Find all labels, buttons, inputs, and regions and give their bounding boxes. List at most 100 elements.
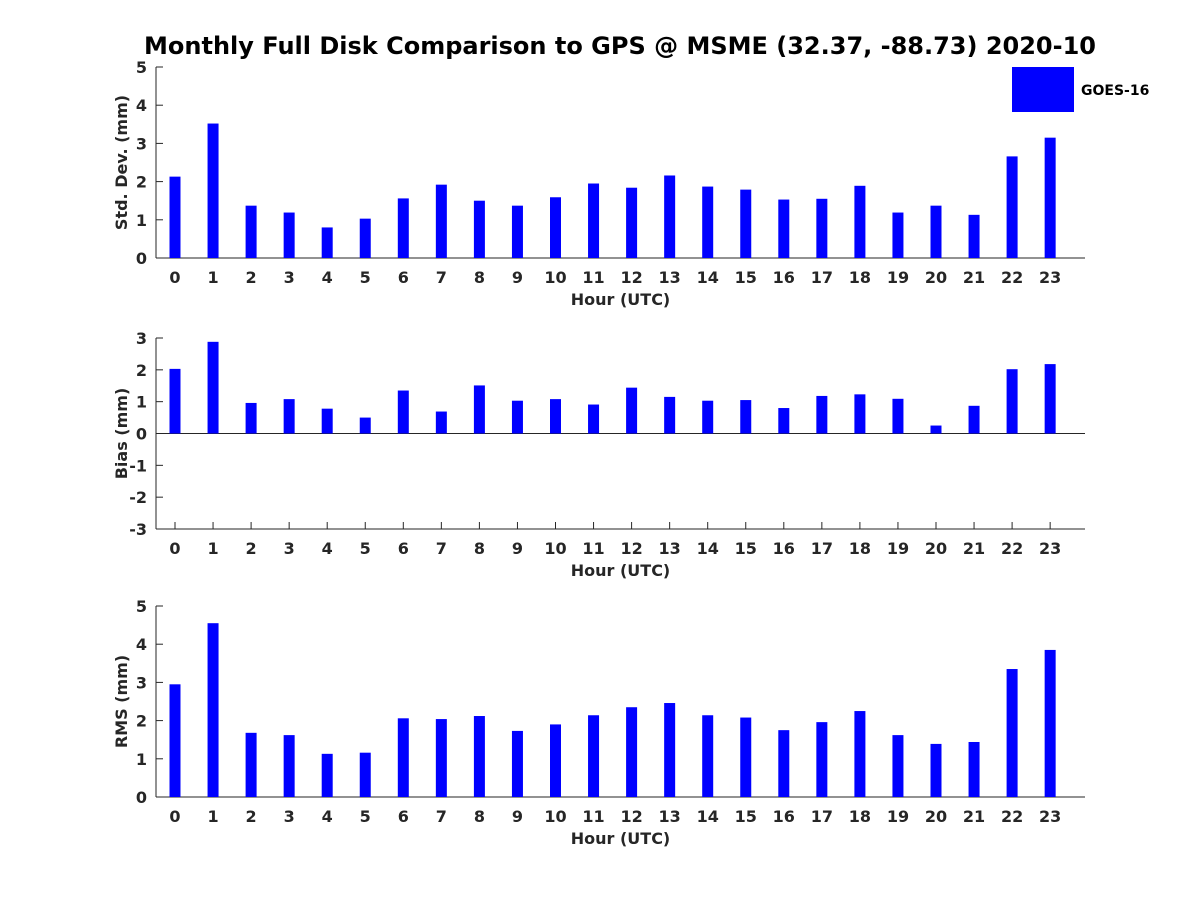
bar-rms-hour-20 — [930, 743, 942, 797]
bar-bias-hour-17 — [816, 395, 828, 434]
y-tick-label: 4 — [136, 635, 147, 654]
x-tick-label: 10 — [544, 268, 566, 287]
x-tick-label: 0 — [169, 807, 180, 826]
x-tick-label: 18 — [849, 807, 871, 826]
bar-bias-hour-2 — [245, 402, 257, 434]
bar-bias-hour-12 — [626, 387, 638, 434]
bar-std-dev-hour-2 — [245, 205, 257, 258]
x-tick-label: 18 — [849, 539, 871, 558]
bar-std-dev-hour-18 — [854, 185, 866, 258]
x-tick-label: 18 — [849, 268, 871, 287]
y-tick-label: 4 — [136, 96, 147, 115]
x-tick-label: 23 — [1039, 807, 1061, 826]
bar-rms-hour-13 — [664, 703, 676, 797]
bar-std-dev-hour-22 — [1006, 156, 1018, 258]
bar-std-dev-hour-21 — [968, 214, 980, 258]
bar-rms-hour-10 — [550, 724, 561, 797]
bar-std-dev-hour-7 — [435, 184, 447, 258]
legend: GOES-16 — [1012, 67, 1149, 112]
x-tick-label: 22 — [1001, 807, 1023, 826]
x-tick-label: 15 — [735, 268, 757, 287]
x-tick-label: 12 — [620, 268, 642, 287]
bar-rms-hour-2 — [245, 732, 257, 797]
x-tick-label: 19 — [887, 807, 909, 826]
x-axis-label: Hour (UTC) — [571, 561, 671, 580]
bar-rms-hour-3 — [283, 735, 295, 797]
x-tick-label: 8 — [474, 268, 485, 287]
bar-std-dev-hour-11 — [588, 183, 600, 258]
bar-rms-hour-8 — [473, 716, 485, 797]
bar-bias-hour-5 — [359, 417, 371, 434]
x-tick-label: 15 — [735, 807, 757, 826]
x-tick-label: 3 — [284, 268, 295, 287]
x-tick-label: 4 — [322, 807, 333, 826]
x-axis-label: Hour (UTC) — [571, 829, 671, 848]
x-tick-label: 1 — [207, 539, 218, 558]
bar-std-dev-hour-17 — [816, 198, 828, 258]
bar-std-dev-hour-10 — [550, 197, 561, 258]
x-tick-label: 7 — [436, 268, 447, 287]
x-tick-label: 2 — [246, 268, 257, 287]
bar-bias-hour-4 — [321, 408, 333, 434]
bar-bias-hour-22 — [1006, 369, 1018, 434]
x-tick-label: 9 — [512, 539, 523, 558]
y-axis-label: Std. Dev. (mm) — [112, 95, 131, 230]
y-tick-label: 0 — [136, 425, 147, 444]
bar-rms-hour-17 — [816, 722, 828, 797]
bar-std-dev-hour-4 — [321, 227, 333, 258]
bar-bias-hour-14 — [702, 400, 714, 434]
x-tick-label: 20 — [925, 539, 947, 558]
x-tick-label: 14 — [697, 807, 719, 826]
x-tick-label: 5 — [360, 268, 371, 287]
x-tick-label: 4 — [322, 268, 333, 287]
y-axis-label: RMS (mm) — [112, 655, 131, 748]
y-tick-label: 0 — [136, 788, 147, 807]
bar-bias-hour-11 — [588, 404, 600, 434]
bar-bias-hour-6 — [397, 390, 409, 434]
x-tick-label: 0 — [169, 268, 180, 287]
x-tick-label: 10 — [544, 807, 566, 826]
x-tick-label: 17 — [811, 539, 833, 558]
bar-bias-hour-7 — [435, 411, 447, 434]
x-tick-label: 12 — [620, 807, 642, 826]
y-tick-label: 5 — [136, 58, 147, 77]
x-tick-label: 9 — [512, 268, 523, 287]
bar-bias-hour-9 — [511, 400, 523, 434]
bar-std-dev-hour-5 — [359, 218, 371, 258]
bar-bias-hour-13 — [664, 396, 676, 434]
bar-std-dev-hour-14 — [702, 186, 714, 258]
x-tick-label: 6 — [398, 268, 409, 287]
bar-bias-hour-1 — [207, 341, 219, 434]
x-tick-label: 7 — [436, 807, 447, 826]
x-tick-label: 12 — [620, 539, 642, 558]
bar-bias-hour-0 — [169, 368, 181, 434]
y-tick-label: 2 — [136, 712, 147, 731]
y-tick-label: 1 — [136, 393, 147, 412]
y-tick-label: 5 — [136, 597, 147, 616]
bar-rms-hour-9 — [511, 730, 523, 797]
bar-std-dev-hour-0 — [169, 176, 181, 258]
x-tick-label: 17 — [811, 268, 833, 287]
bar-rms-hour-23 — [1044, 649, 1056, 797]
bar-rms-hour-7 — [435, 719, 447, 797]
bar-rms-hour-18 — [854, 711, 866, 797]
bar-std-dev-hour-15 — [740, 189, 752, 258]
bar-bias-hour-15 — [740, 400, 752, 434]
x-tick-label: 8 — [474, 539, 485, 558]
x-tick-label: 1 — [207, 807, 218, 826]
x-tick-label: 11 — [582, 807, 604, 826]
x-tick-label: 22 — [1001, 539, 1023, 558]
x-tick-label: 23 — [1039, 268, 1061, 287]
y-tick-label: -1 — [129, 456, 147, 475]
x-tick-label: 16 — [773, 539, 795, 558]
x-tick-label: 9 — [512, 807, 523, 826]
bar-std-dev-hour-8 — [473, 200, 485, 258]
bar-rms-hour-16 — [778, 730, 790, 797]
x-tick-label: 2 — [246, 807, 257, 826]
bar-rms-hour-4 — [321, 753, 333, 797]
x-tick-label: 7 — [436, 539, 447, 558]
x-tick-label: 0 — [169, 539, 180, 558]
x-tick-label: 2 — [246, 539, 257, 558]
